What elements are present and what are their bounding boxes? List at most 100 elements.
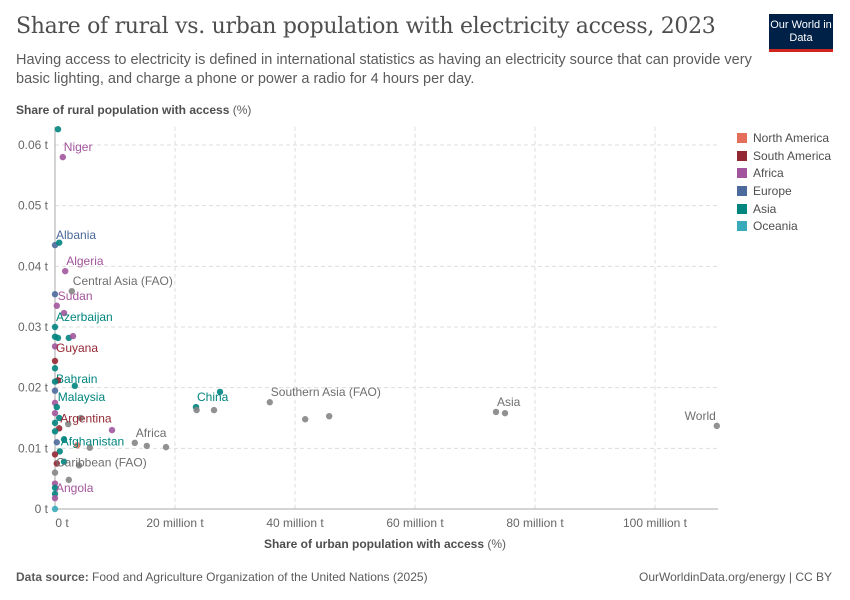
y-tick-label: 0.06 t [18, 138, 49, 152]
point-label: Niger [64, 140, 93, 154]
x-tick-label: 60 million t [386, 516, 444, 530]
data-point [51, 409, 59, 417]
data-point [131, 439, 138, 447]
data-point [68, 287, 76, 295]
data-point [326, 412, 333, 420]
data-point [53, 403, 60, 411]
point-label: World [685, 409, 716, 423]
legend-swatch [737, 185, 747, 196]
x-axis-label: Share of urban population with access (%… [263, 537, 507, 551]
license-link[interactable]: OurWorldinData.org/energy | CC BY [639, 570, 832, 584]
data-point [51, 343, 59, 350]
data-point [56, 414, 63, 422]
data-point [51, 451, 59, 458]
data-point [65, 420, 72, 428]
y-tick-label: 0.03 t [18, 320, 49, 334]
x-tick-label: 20 million t [146, 516, 204, 530]
legend-label: Oceania [753, 219, 798, 234]
data-point [51, 378, 59, 385]
data-point [492, 408, 500, 416]
legend-label: Europe [753, 183, 792, 198]
point-label: Central Asia (FAO) [73, 274, 173, 288]
data-point [162, 443, 170, 451]
data-point [51, 357, 59, 365]
data-point [210, 406, 218, 414]
data-point [61, 267, 69, 275]
x-tick-label: 40 million t [266, 516, 324, 530]
point-label: China [197, 390, 229, 404]
point-label: Angola [56, 481, 94, 495]
data-point [60, 436, 68, 443]
data-point [51, 469, 59, 476]
legend-item[interactable]: Asia [737, 200, 831, 218]
data-point [51, 428, 59, 435]
data-point [59, 153, 66, 161]
legend-item[interactable]: Europe [737, 182, 831, 200]
point-label: Afghanistan [61, 434, 124, 448]
legend-item[interactable]: Oceania [737, 217, 831, 235]
data-point [53, 460, 60, 467]
legend-swatch [737, 168, 747, 179]
legend-label: Asia [753, 201, 777, 216]
data-point [51, 494, 59, 502]
point-label: Argentina [60, 411, 112, 425]
y-tick-label: 0.05 t [18, 199, 49, 213]
legend-item[interactable]: South America [737, 147, 831, 165]
data-point [51, 323, 59, 331]
legend-swatch [737, 221, 747, 232]
chart-subtitle: Having access to electricity is defined … [16, 52, 752, 87]
data-point [51, 387, 59, 394]
legend-label: North America [753, 130, 830, 145]
legend-label: South America [753, 148, 832, 163]
legend-swatch [737, 203, 747, 214]
data-point [108, 426, 116, 434]
legend-item[interactable]: North America [737, 129, 831, 147]
point-label: Guyana [56, 341, 98, 355]
data-point [501, 409, 509, 417]
data-point [65, 476, 73, 484]
data-point [60, 309, 68, 317]
data-point [51, 484, 59, 491]
point-label: Southern Asia (FAO) [271, 385, 381, 399]
data-point [71, 382, 79, 390]
data-point [53, 439, 60, 446]
point-label: Albania [56, 228, 96, 242]
data-point [193, 406, 200, 414]
data-point [713, 422, 720, 430]
data-point [86, 444, 94, 451]
data-point [60, 458, 68, 465]
data-point [75, 462, 83, 469]
data-point [216, 388, 224, 396]
point-label: Azerbaijan [56, 310, 113, 324]
legend-item[interactable]: Africa [737, 164, 831, 182]
point-label: Malaysia [58, 390, 106, 404]
legend-swatch [737, 150, 747, 161]
data-point [54, 126, 62, 133]
y-tick-label: 0.02 t [18, 381, 49, 395]
data-point [77, 414, 85, 422]
data-source: Data source: Food and Agriculture Organi… [16, 570, 428, 584]
data-point [51, 419, 59, 427]
owid-logo[interactable]: Our World in Data [769, 14, 833, 52]
point-label: Caribbean (FAO) [56, 456, 147, 470]
chart-title: Share of rural vs. urban population with… [16, 14, 716, 39]
y-axis-label: Share of rural population with access (%… [16, 103, 252, 117]
data-point [56, 448, 63, 455]
data-point [53, 302, 60, 309]
legend-swatch [737, 132, 747, 143]
point-label: Africa [136, 426, 167, 440]
data-point [51, 291, 59, 298]
point-label: Sudan [58, 289, 93, 303]
data-point [69, 332, 77, 340]
data-point [302, 416, 309, 423]
point-label: Algeria [66, 254, 104, 268]
data-point [54, 334, 62, 342]
x-tick-label: 80 million t [506, 516, 564, 530]
y-tick-label: 0 t [35, 502, 49, 516]
data-point [266, 399, 273, 406]
data-point [143, 442, 150, 450]
legend: North America South America Africa Europe As… [737, 129, 831, 235]
y-tick-label: 0.01 t [18, 441, 49, 455]
